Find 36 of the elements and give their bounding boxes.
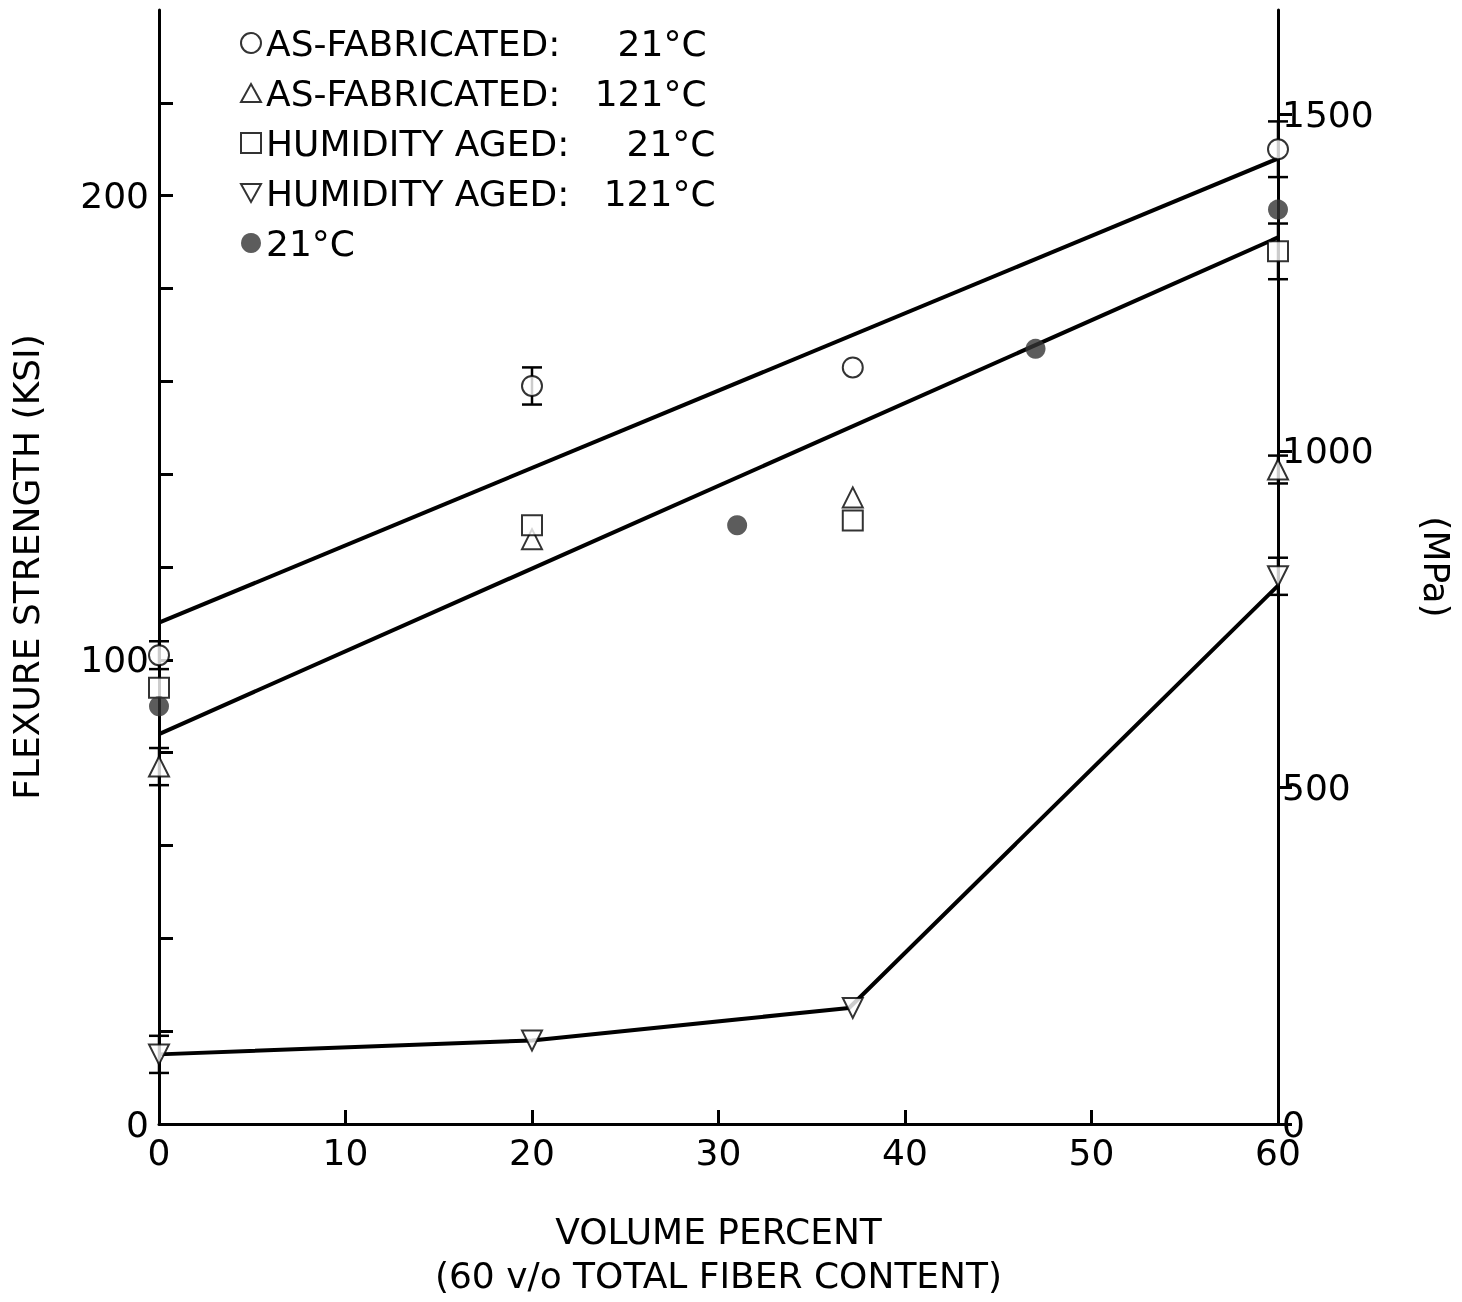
- y-tick-label: 100: [80, 639, 149, 681]
- y-tick-label: 0: [126, 1103, 149, 1145]
- x-tick-label: 50: [1068, 1131, 1115, 1173]
- point: [149, 696, 169, 717]
- point: [1267, 138, 1289, 161]
- point: [1267, 240, 1289, 263]
- point: [148, 1043, 170, 1066]
- y2-tick-label: 500: [1282, 766, 1351, 808]
- y-tick-label: 200: [80, 175, 149, 217]
- point: [841, 486, 864, 509]
- point: [148, 755, 170, 778]
- x-tick-label: 30: [695, 1131, 742, 1173]
- y-axis-title: FLEXURE STRENGTH (KSI): [5, 334, 47, 800]
- legend-label: HUMIDITY AGED: 121°C: [266, 172, 716, 214]
- y2-tick-label: 1500: [1282, 93, 1374, 135]
- point: [727, 515, 748, 536]
- point: [1268, 199, 1288, 220]
- x-axis-title: VOLUME PERCENT (60 v/o TOTAL FIBER CONTENT): [434, 1210, 1003, 1296]
- legend-label: 21°C: [266, 222, 355, 264]
- point: [521, 1029, 543, 1052]
- y2-axis-title: (MPa): [1415, 516, 1457, 618]
- y2-tick-label: 1000: [1282, 430, 1374, 472]
- point: [841, 356, 864, 379]
- x-tick-label: 40: [882, 1131, 928, 1173]
- point: [841, 996, 864, 1019]
- point: [1267, 565, 1289, 588]
- point: [521, 374, 543, 397]
- x-tick-label: 20: [509, 1131, 555, 1173]
- point: [1025, 338, 1046, 359]
- point: [148, 676, 170, 699]
- legend-label: AS-FABRICATED: 21°C: [266, 22, 707, 64]
- legend-label: AS-FABRICATED: 121°C: [266, 72, 707, 114]
- legend-label: HUMIDITY AGED: 21°C: [266, 122, 716, 164]
- point: [841, 509, 864, 532]
- point: [521, 514, 543, 537]
- x-tick-label: 10: [322, 1131, 369, 1173]
